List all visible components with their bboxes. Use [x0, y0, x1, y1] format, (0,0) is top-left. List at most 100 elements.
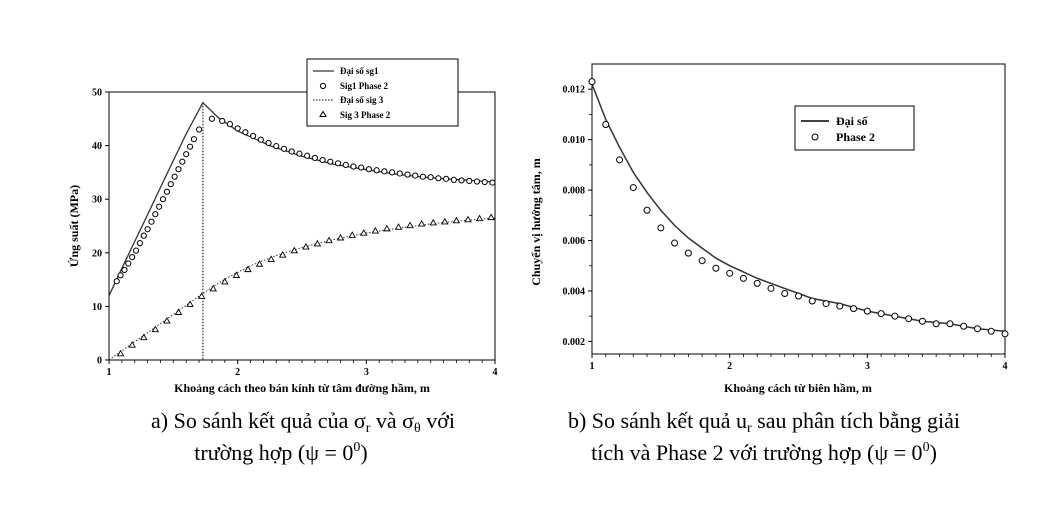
y-tick-label: 0: [97, 356, 102, 367]
data-point-triangle: [371, 226, 380, 234]
data-point-circle: [850, 305, 858, 313]
chart-a-ylabel: Ứng suất (MPa): [67, 185, 81, 267]
data-point-triangle: [255, 260, 264, 267]
data-point-circle: [657, 224, 665, 232]
data-point-circle: [183, 151, 190, 158]
data-point-circle: [195, 126, 203, 133]
data-point-circle: [795, 292, 802, 300]
data-point-circle: [435, 175, 442, 182]
data-point-circle: [234, 125, 241, 132]
data-point-triangle: [394, 223, 403, 230]
data-point-circle: [129, 253, 136, 261]
data-point-triangle: [232, 271, 241, 278]
data-point-triangle: [174, 308, 183, 315]
data-point-circle: [319, 156, 326, 164]
data-point-triangle: [383, 224, 391, 232]
data-point-circle: [808, 297, 816, 305]
data-point-triangle: [116, 349, 125, 357]
data-point-triangle: [128, 341, 136, 348]
y-tick-label: 0.002: [563, 337, 586, 348]
caption-a-text2: và σ: [370, 408, 414, 433]
data-point-circle: [136, 240, 143, 247]
data-point-circle: [288, 148, 295, 155]
data-point-circle: [419, 173, 427, 180]
data-point-circle: [226, 121, 234, 128]
data-point-circle: [121, 266, 128, 274]
data-point-triangle: [475, 214, 484, 222]
x-tick-label: 2: [727, 361, 732, 372]
y-tick-label: 20: [92, 248, 102, 259]
y-tick-label: 0.004: [563, 286, 586, 297]
data-point-circle: [342, 161, 349, 168]
caption-a-line1: a) So sánh kết quả của σr và σθ với: [151, 408, 455, 436]
data-point-triangle: [186, 300, 194, 307]
y-tick-label: 0.006: [563, 236, 586, 247]
data-point-circle: [381, 168, 388, 175]
caption-a-text3: với: [421, 408, 455, 433]
data-point-circle: [863, 307, 871, 315]
legend-entry-dai-so-sig3: Đại số sig 3: [340, 95, 384, 105]
data-point-triangle: [441, 217, 449, 225]
data-point-circle: [973, 325, 981, 333]
data-point-circle: [159, 196, 167, 203]
data-point-circle: [960, 322, 968, 330]
data-point-circle: [140, 232, 147, 239]
caption-a-text1: a) So sánh kết quả của σ: [151, 408, 366, 433]
data-point-circle: [473, 178, 481, 185]
y-tick-label: 0.012: [563, 85, 586, 96]
data-point-circle: [822, 300, 830, 308]
data-point-circle: [629, 184, 637, 192]
y-tick-label: 30: [92, 195, 102, 206]
data-point-triangle: [302, 243, 310, 250]
data-point-circle: [117, 272, 124, 279]
data-point-circle: [1001, 330, 1009, 338]
series-line--i-s-sig-3: [108, 217, 496, 361]
caption-a-sub-r: r: [366, 421, 371, 436]
chart-b: 1 2 3 4 0.002 0.004 0.006 0.008 0.010 0.012 Khoản…: [529, 63, 1009, 395]
data-point-circle: [113, 278, 120, 285]
data-point-circle: [304, 152, 311, 159]
data-point-circle: [588, 78, 596, 86]
data-point-circle: [946, 320, 954, 328]
chart-a-series: [108, 101, 496, 361]
data-point-circle: [167, 181, 174, 188]
x-tick-label: 1: [107, 367, 112, 378]
data-point-circle: [767, 284, 775, 292]
data-point-triangle: [244, 265, 252, 273]
data-point-circle: [698, 257, 706, 265]
data-point-circle: [987, 327, 995, 335]
data-point-circle: [208, 115, 216, 122]
data-point-triangle: [267, 255, 275, 262]
data-point-circle: [373, 167, 380, 174]
data-point-circle: [905, 315, 913, 323]
data-point-triangle: [452, 216, 461, 224]
data-point-circle: [186, 143, 194, 150]
data-point-triangle: [209, 284, 217, 292]
data-point-triangle: [151, 325, 160, 333]
data-point-circle: [643, 206, 651, 214]
data-point-circle: [144, 226, 151, 233]
data-point-circle: [388, 169, 396, 176]
caption-b-text3: tích và Phase 2 với trường hợp (ψ = 0: [591, 440, 922, 465]
data-point-triangle: [359, 229, 368, 236]
y-tick-label: 0.008: [563, 186, 586, 197]
data-point-circle: [273, 143, 280, 150]
data-point-circle: [427, 174, 434, 181]
data-point-circle: [190, 136, 198, 143]
data-point-circle: [250, 132, 257, 140]
data-point-circle: [365, 166, 373, 173]
data-point-circle: [602, 121, 610, 129]
data-point-circle: [350, 163, 357, 170]
y-tick-label: 10: [92, 302, 102, 313]
data-point-triangle: [325, 236, 333, 244]
data-point-circle: [148, 218, 155, 225]
x-tick-label: 4: [1003, 361, 1008, 372]
data-point-circle: [450, 176, 457, 184]
data-point-circle: [265, 139, 272, 147]
caption-a-line2: trường hợp (ψ = 00): [194, 440, 367, 465]
data-point-circle: [311, 154, 318, 162]
chart-b-legend: Đại số Phase 2: [794, 105, 915, 151]
data-point-circle: [412, 172, 419, 179]
legend-swatch-circle-b: [811, 133, 819, 141]
